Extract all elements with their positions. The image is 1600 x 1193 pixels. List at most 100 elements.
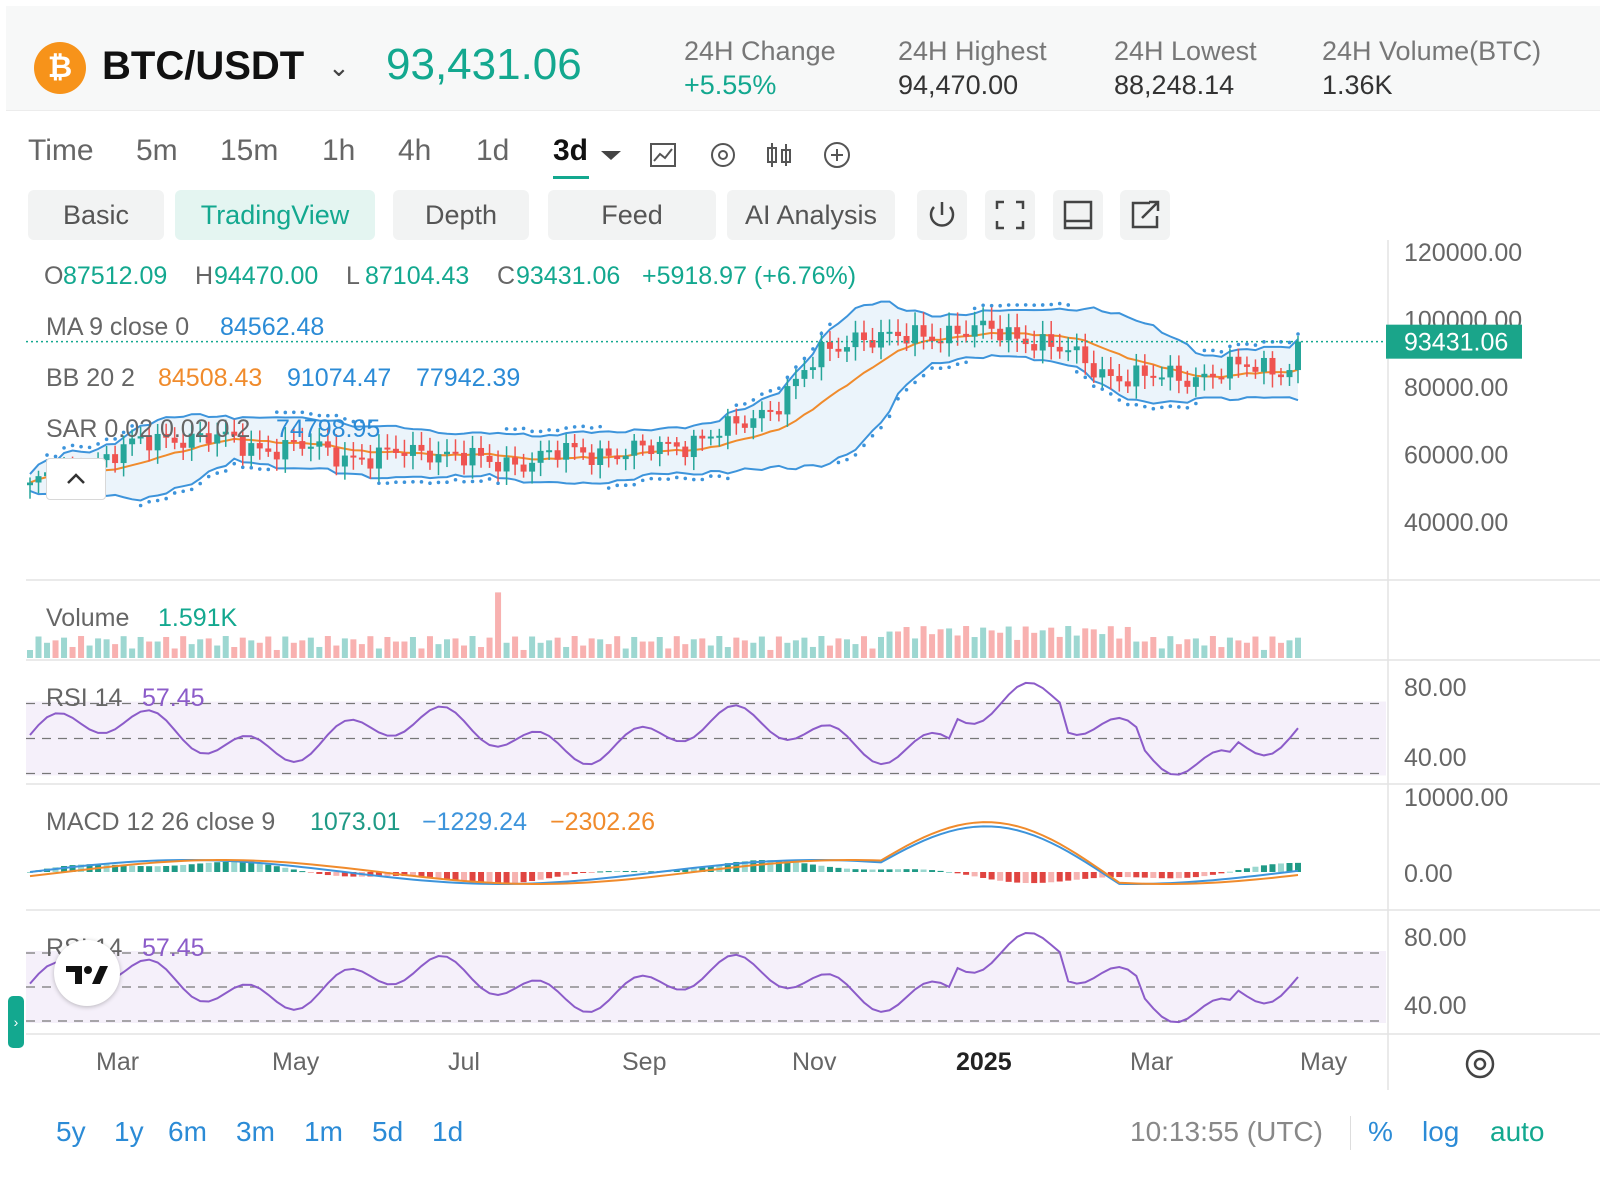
volume-bar	[392, 641, 399, 658]
utc-clock[interactable]: 10:13:55 (UTC)	[1130, 1116, 1323, 1147]
range-1d[interactable]: 1d	[432, 1116, 464, 1147]
macd-histogram-bar	[605, 871, 612, 873]
settings-icon[interactable]	[708, 140, 738, 170]
candle-body	[248, 443, 255, 456]
timeframe-1h[interactable]: 1h	[322, 134, 356, 167]
candle-type-icon[interactable]	[764, 140, 794, 170]
timeframe-time[interactable]: Time	[28, 134, 94, 167]
macd-histogram-bar	[843, 868, 850, 872]
timeframe-4h[interactable]: 4h	[398, 134, 432, 167]
timeframe-1d[interactable]: 1d	[476, 134, 510, 167]
candle-body	[563, 442, 570, 460]
rsi-label: RSI 14	[46, 684, 123, 712]
sar-dot	[1228, 344, 1232, 349]
sar-dot	[709, 474, 713, 478]
range-5d[interactable]: 5d	[372, 1116, 404, 1147]
candle-body	[452, 451, 459, 454]
time-axis-label: Mar	[96, 1048, 139, 1076]
range-1y[interactable]: 1y	[114, 1116, 144, 1147]
macd-label: MACD 12 26 close 9	[46, 808, 275, 836]
rsi-second-line	[29, 932, 1299, 1024]
percent-scale-button[interactable]: %	[1368, 1116, 1393, 1147]
macd-histogram-bar	[409, 872, 416, 877]
fullscreen-icon	[995, 200, 1025, 230]
panel-layout-icon	[1063, 200, 1093, 230]
range-1m[interactable]: 1m	[304, 1116, 343, 1147]
macd-histogram-bar	[1065, 872, 1072, 881]
macd-histogram-bar	[1209, 872, 1216, 875]
tab-ai-analysis[interactable]: AI Analysis	[727, 190, 895, 240]
volume-bar	[188, 644, 195, 658]
range-5y[interactable]: 5y	[56, 1116, 86, 1147]
tradingview-chart[interactable]: 120000.00100000.0080000.0060000.0040000.…	[0, 240, 1600, 1110]
side-panel-toggle[interactable]: ›	[8, 996, 24, 1048]
macd-histogram-bar	[529, 872, 536, 882]
macd-histogram-bar	[154, 866, 161, 872]
stat-24h-change: 24H Change +5.55%	[684, 34, 836, 102]
auto-scale-button[interactable]: auto	[1490, 1116, 1545, 1147]
volume-bar	[222, 636, 229, 658]
macd-histogram-bar	[1090, 872, 1097, 879]
macd-histogram-bar	[375, 872, 382, 877]
bollinger-band-fill	[30, 301, 1298, 501]
candle-body	[341, 455, 348, 467]
macd-histogram-bar	[537, 872, 544, 880]
volume-bar	[758, 636, 765, 658]
macd-histogram-bar	[1099, 872, 1106, 878]
share-button[interactable]	[1120, 190, 1170, 240]
sar-dot	[1151, 406, 1156, 411]
macd-histogram-bar	[767, 860, 774, 872]
sar-dot	[189, 487, 194, 492]
macd-histogram-bar	[648, 871, 655, 873]
volume-bar	[1167, 636, 1174, 658]
volume-bar	[775, 636, 782, 658]
sar-dot	[751, 398, 756, 402]
tab-depth[interactable]: Depth	[393, 190, 529, 240]
macd-histogram-bar	[171, 865, 178, 872]
pair-selector[interactable]: BTC/USDT	[102, 44, 305, 88]
range-6m[interactable]: 6m	[168, 1116, 207, 1147]
macd-histogram-bar	[1277, 863, 1284, 872]
layout-button[interactable]	[1053, 190, 1103, 240]
macd-histogram-bar	[886, 869, 893, 872]
sar-dot	[589, 426, 594, 430]
tab-basic[interactable]: Basic	[28, 190, 164, 240]
add-icon[interactable]	[822, 140, 852, 170]
sar-dot	[1194, 401, 1198, 406]
time-axis-label: May	[1300, 1048, 1348, 1076]
sar-value: 74798.95	[276, 415, 380, 443]
collapse-legend-button[interactable]	[46, 458, 106, 500]
sar-dot	[879, 425, 883, 430]
volume-bar	[265, 636, 272, 658]
candle-body	[571, 442, 578, 448]
timeframe-dropdown-icon[interactable]	[596, 140, 626, 170]
timeframe-3d[interactable]: 3d	[553, 134, 589, 167]
volume-bar	[1158, 648, 1165, 658]
macd-histogram-bar	[1014, 872, 1021, 883]
tab-feed[interactable]: Feed	[548, 190, 716, 240]
timeframe-15m[interactable]: 15m	[220, 134, 279, 167]
macd-histogram-bar	[461, 872, 468, 882]
divider	[1350, 1116, 1351, 1150]
volume-bar	[537, 642, 544, 658]
timeframe-5m[interactable]: 5m	[136, 134, 178, 167]
range-3m[interactable]: 3m	[236, 1116, 275, 1147]
volume-bar	[478, 647, 485, 658]
sar-dot	[155, 498, 160, 503]
candle-body	[529, 462, 536, 472]
rsi-line	[29, 681, 1299, 776]
tab-tradingview[interactable]: TradingView	[175, 190, 375, 240]
candle-body	[1286, 370, 1293, 378]
sar-dot	[904, 387, 909, 392]
fullscreen-button[interactable]	[985, 190, 1035, 240]
chevron-down-icon[interactable]: ⌄	[328, 52, 350, 82]
power-button[interactable]	[917, 190, 967, 240]
ma-value: 84562.48	[220, 313, 324, 341]
stat-label: 24H Change	[684, 36, 836, 66]
sar-dot	[955, 362, 960, 367]
indicator-icon[interactable]	[648, 140, 678, 170]
sar-dot	[1177, 405, 1181, 409]
ohlc-key: H	[195, 262, 213, 290]
sar-dot	[1253, 343, 1258, 347]
log-scale-button[interactable]: log	[1422, 1116, 1460, 1147]
